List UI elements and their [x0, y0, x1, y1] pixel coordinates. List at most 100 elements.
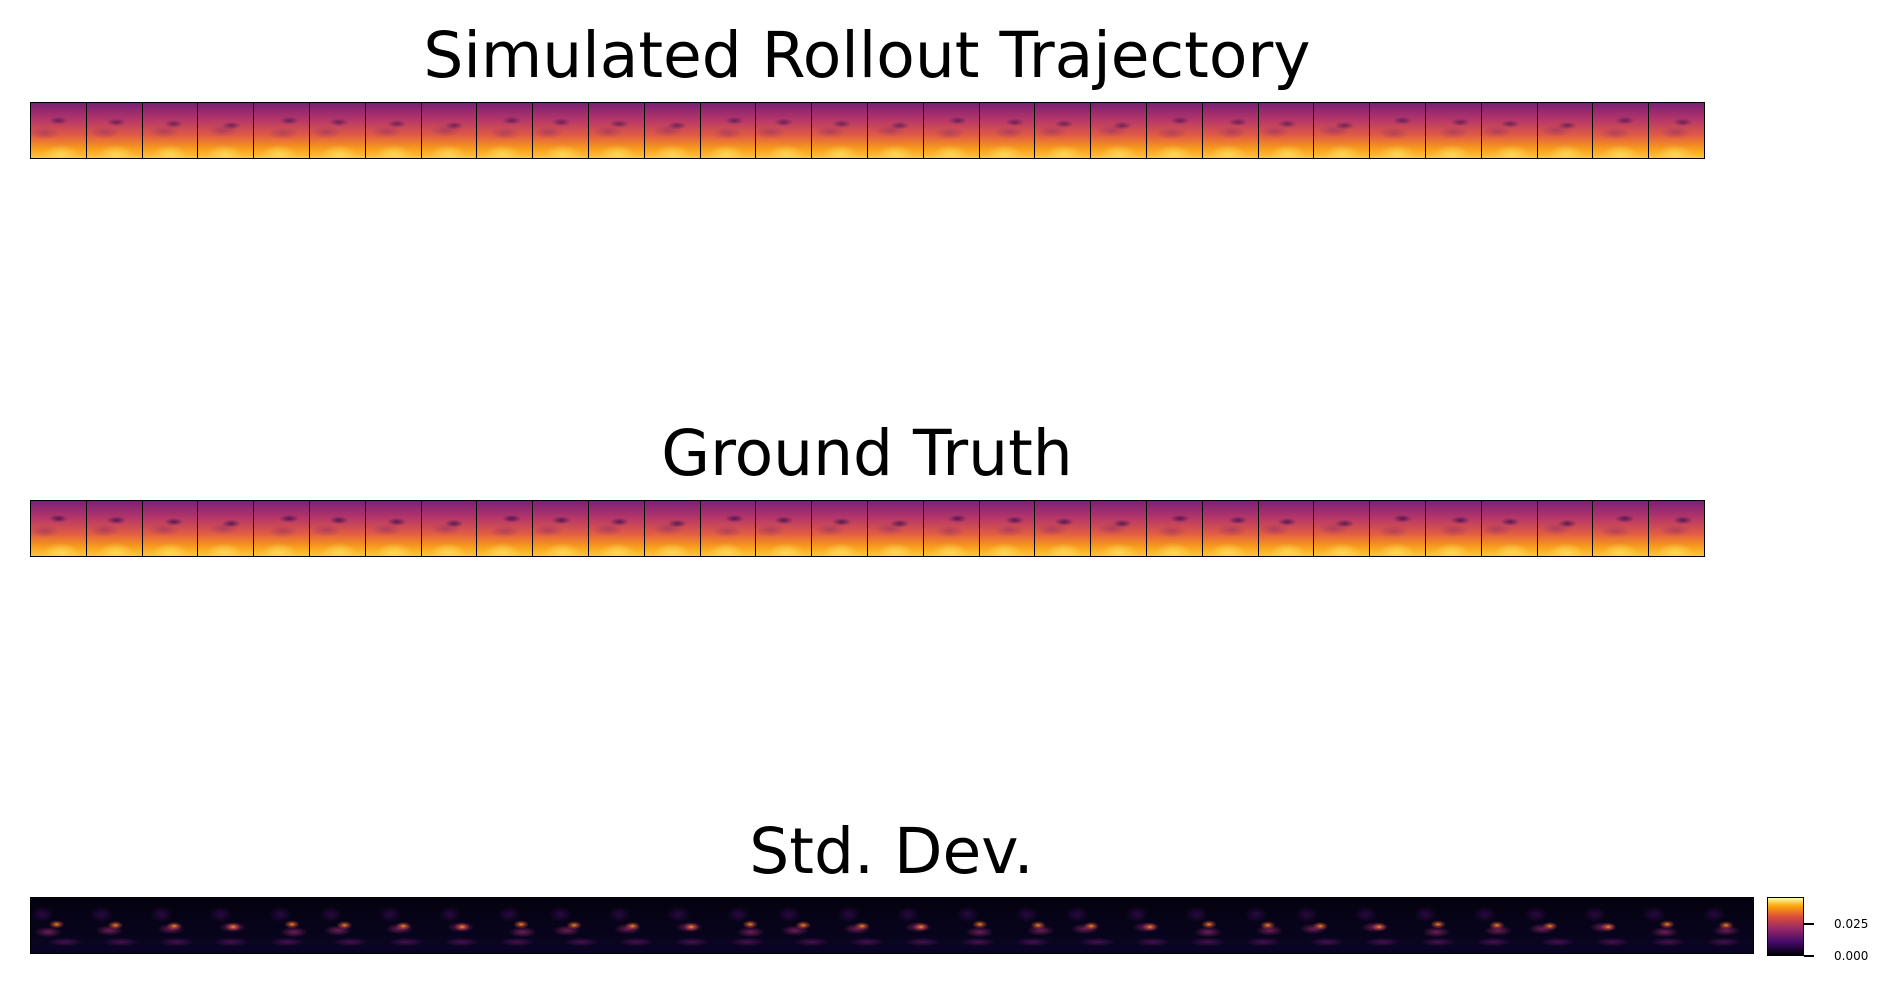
truth-frame-8 [421, 501, 478, 556]
truth-frame-21 [1146, 501, 1203, 556]
std-frame-16 [892, 898, 950, 953]
truth-frame-27 [1481, 501, 1538, 556]
std-frame-30 [1695, 898, 1753, 953]
rollout-frame-6 [309, 103, 366, 158]
truth-frame-14 [756, 501, 813, 556]
ground-truth-strip [30, 500, 1705, 557]
std-frame-8 [432, 898, 491, 953]
rollout-frame-10 [533, 103, 589, 158]
truth-frame-13 [700, 501, 757, 556]
std-frame-21 [1179, 898, 1237, 953]
truth-frame-5 [254, 501, 310, 556]
rollout-frame-15 [812, 103, 868, 158]
truth-frame-26 [1425, 501, 1482, 556]
rollout-frame-29 [1593, 103, 1650, 158]
colorbar-tick-lower [1804, 955, 1814, 957]
std-frame-9 [490, 898, 548, 953]
rollout-frame-17 [923, 103, 980, 158]
rollout-frame-21 [1146, 103, 1203, 158]
colorbar-label-upper: 0.025 [1834, 917, 1869, 931]
std-frame-5 [260, 898, 319, 953]
std-frame-14 [777, 898, 835, 953]
std-frame-22 [1236, 898, 1294, 953]
truth-frame-19 [1035, 501, 1092, 556]
truth-frame-22 [1202, 501, 1259, 556]
truth-frame-23 [1258, 501, 1315, 556]
rollout-frame-28 [1537, 103, 1594, 158]
std-frame-19 [1064, 898, 1122, 953]
rollout-frame-5 [254, 103, 310, 158]
rollout-strip [30, 102, 1705, 159]
truth-frame-12 [644, 501, 701, 556]
truth-frame-4 [198, 501, 255, 556]
rollout-frame-1 [31, 103, 87, 158]
rollout-frame-25 [1370, 103, 1426, 158]
truth-frame-25 [1370, 501, 1426, 556]
truth-frame-7 [365, 501, 422, 556]
rollout-frame-23 [1258, 103, 1315, 158]
std-frame-4 [203, 898, 261, 953]
std-frame-17 [949, 898, 1007, 953]
truth-frame-17 [923, 501, 980, 556]
std-frame-23 [1293, 898, 1352, 953]
truth-frame-6 [309, 501, 366, 556]
std-dev-colorbar [1767, 897, 1804, 956]
std-frame-3 [145, 898, 204, 953]
truth-frame-9 [477, 501, 534, 556]
rollout-frame-9 [477, 103, 534, 158]
colorbar-label-lower: 0.000 [1834, 949, 1869, 963]
rollout-frame-22 [1202, 103, 1259, 158]
std-frame-25 [1408, 898, 1467, 953]
colorbar-tick-upper [1804, 923, 1814, 925]
std-frame-29 [1638, 898, 1696, 953]
truth-frame-30 [1649, 501, 1704, 556]
std-frame-12 [662, 898, 720, 953]
rollout-frame-7 [365, 103, 422, 158]
std-frame-18 [1006, 898, 1065, 953]
std-frame-20 [1121, 898, 1180, 953]
truth-frame-18 [979, 501, 1036, 556]
rollout-frame-19 [1035, 103, 1092, 158]
std-frame-13 [719, 898, 778, 953]
std-frame-6 [318, 898, 376, 953]
ground-truth-title: Ground Truth [661, 417, 1073, 490]
std-frame-27 [1523, 898, 1581, 953]
std-dev-strip [30, 897, 1754, 954]
truth-frame-15 [812, 501, 868, 556]
rollout-frame-2 [86, 103, 143, 158]
truth-frame-10 [533, 501, 589, 556]
std-frame-26 [1466, 898, 1524, 953]
rollout-frame-11 [588, 103, 645, 158]
rollout-frame-26 [1425, 103, 1482, 158]
truth-frame-1 [31, 501, 87, 556]
rollout-frame-4 [198, 103, 255, 158]
truth-frame-3 [142, 501, 199, 556]
std-frame-2 [88, 898, 146, 953]
rollout-frame-16 [867, 103, 924, 158]
rollout-frame-13 [700, 103, 757, 158]
rollout-frame-20 [1091, 103, 1147, 158]
std-frame-11 [605, 898, 663, 953]
rollout-frame-27 [1481, 103, 1538, 158]
truth-frame-20 [1091, 501, 1147, 556]
truth-frame-28 [1537, 501, 1594, 556]
rollout-title: Simulated Rollout Trajectory [423, 19, 1311, 92]
rollout-frame-18 [979, 103, 1036, 158]
std-frame-1 [31, 898, 89, 953]
std-frame-24 [1351, 898, 1409, 953]
truth-frame-29 [1593, 501, 1650, 556]
std-frame-28 [1580, 898, 1639, 953]
std-dev-title: Std. Dev. [749, 815, 1034, 888]
std-frame-15 [834, 898, 893, 953]
std-frame-7 [375, 898, 433, 953]
truth-frame-2 [86, 501, 143, 556]
rollout-frame-14 [756, 103, 813, 158]
rollout-frame-12 [644, 103, 701, 158]
rollout-frame-24 [1314, 103, 1371, 158]
truth-frame-24 [1314, 501, 1371, 556]
truth-frame-11 [588, 501, 645, 556]
rollout-frame-30 [1649, 103, 1704, 158]
truth-frame-16 [867, 501, 924, 556]
rollout-frame-8 [421, 103, 478, 158]
std-frame-10 [547, 898, 606, 953]
